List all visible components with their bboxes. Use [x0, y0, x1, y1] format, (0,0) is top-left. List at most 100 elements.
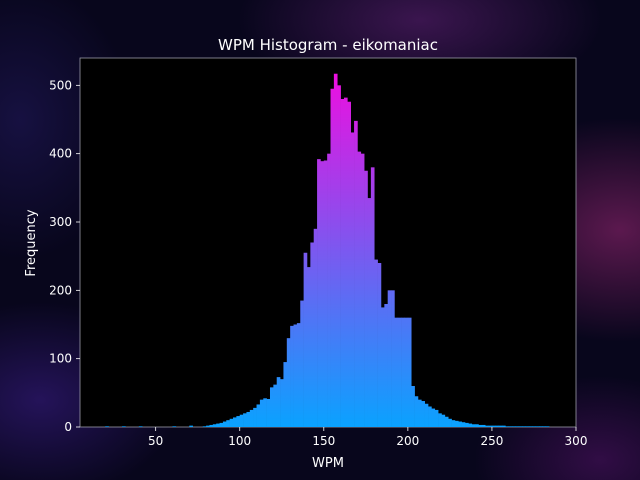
histogram-bar [374, 259, 378, 427]
histogram-bar [313, 228, 318, 427]
y-axis-ticks: 0 100 200 300 400 500 [49, 78, 80, 434]
histogram-bar [206, 425, 210, 427]
histogram-bar [189, 425, 193, 427]
histogram-bar [273, 384, 278, 427]
histogram-bar [323, 160, 328, 427]
histogram-bar [296, 323, 301, 427]
histogram-bar [364, 170, 368, 427]
histogram-bar [518, 426, 523, 427]
histogram-bar [256, 404, 261, 427]
x-axis-label: WPM [312, 456, 344, 471]
histogram-bar [481, 424, 486, 427]
y-tick-label: 100 [49, 352, 72, 366]
histogram-bar [384, 304, 388, 427]
histogram-bar [391, 290, 395, 427]
histogram-bar [417, 399, 422, 427]
histogram-bar [266, 398, 271, 427]
histogram-bar [451, 420, 456, 427]
histogram-bar [414, 396, 419, 427]
x-tick-label: 200 [396, 434, 419, 448]
histogram-bar [438, 413, 442, 427]
histogram-bar [525, 426, 530, 427]
histogram-bar [465, 422, 469, 427]
histogram-bar [485, 425, 489, 427]
histogram-bar [421, 401, 425, 427]
histogram-bar [209, 424, 214, 427]
histogram-bar [434, 409, 439, 427]
histogram-bar [249, 409, 254, 427]
histogram-bar [478, 424, 483, 427]
histogram-bar [441, 414, 446, 427]
histogram-bar [401, 317, 405, 427]
y-tick-label: 300 [49, 215, 72, 229]
histogram-bar [360, 153, 365, 428]
histogram-bar [424, 403, 429, 427]
histogram-bar [505, 426, 510, 427]
histogram-bar [535, 426, 540, 427]
histogram-bar [495, 425, 499, 427]
histogram-bar [475, 424, 479, 427]
histogram-bar [488, 425, 493, 427]
histogram-bar [411, 386, 415, 427]
histogram-bar [532, 426, 536, 427]
histogram-bar [354, 120, 358, 428]
histogram-bar [276, 377, 281, 427]
histogram-bar [243, 413, 247, 427]
y-axis-label: Frequency [24, 209, 39, 276]
histogram-bar [394, 317, 399, 427]
histogram-bar [122, 426, 126, 427]
histogram-bar [253, 407, 257, 427]
histogram-bar [508, 426, 513, 427]
histogram-bar [219, 422, 224, 427]
histogram-bar [444, 416, 449, 427]
histogram-bar [468, 423, 473, 427]
histogram-bars [105, 73, 550, 428]
histogram-bar [236, 416, 241, 427]
histogram-bar [454, 420, 459, 427]
x-tick-label: 50 [148, 434, 163, 448]
y-tick-label: 0 [64, 420, 72, 434]
histogram-bar [340, 99, 345, 427]
histogram-bar [333, 73, 338, 427]
histogram-bar [491, 425, 496, 427]
x-tick-label: 100 [228, 434, 251, 448]
histogram-bar [283, 362, 288, 427]
histogram-bar [377, 263, 382, 427]
histogram-bar [512, 426, 516, 427]
histogram-bar [259, 399, 264, 427]
y-tick-label: 500 [49, 78, 72, 92]
histogram-bar [222, 421, 227, 427]
histogram-bar [263, 398, 267, 427]
histogram-bar [212, 424, 217, 427]
histogram-bar [397, 317, 402, 427]
x-tick-label: 150 [312, 434, 335, 448]
histogram-bar [461, 422, 466, 427]
y-tick-label: 400 [49, 147, 72, 161]
histogram-bar [327, 153, 331, 428]
histogram-bar [286, 338, 291, 427]
histogram-bar [404, 317, 409, 427]
histogram-bar [542, 426, 547, 427]
histogram-bar [320, 161, 325, 427]
x-axis-ticks: 50 100 150 200 250 300 [148, 427, 587, 448]
histogram-bar [226, 420, 230, 427]
histogram-bar [202, 426, 207, 427]
histogram-bar [105, 426, 109, 427]
histogram-bar [428, 406, 432, 427]
histogram-bar [502, 425, 506, 427]
histogram-bar [370, 167, 375, 427]
histogram-bar [357, 151, 362, 427]
histogram-bar [229, 418, 234, 427]
histogram-bar [347, 101, 351, 427]
histogram-bar [303, 252, 308, 427]
histogram-bar [539, 426, 543, 427]
histogram-bar [380, 307, 385, 427]
histogram-bar [545, 426, 550, 427]
histogram-bar [239, 414, 244, 427]
histogram-bar [290, 325, 294, 427]
histogram-bar [310, 242, 315, 427]
histogram-bar [330, 88, 335, 427]
histogram-bar [233, 417, 237, 427]
histogram-bar [300, 300, 304, 427]
